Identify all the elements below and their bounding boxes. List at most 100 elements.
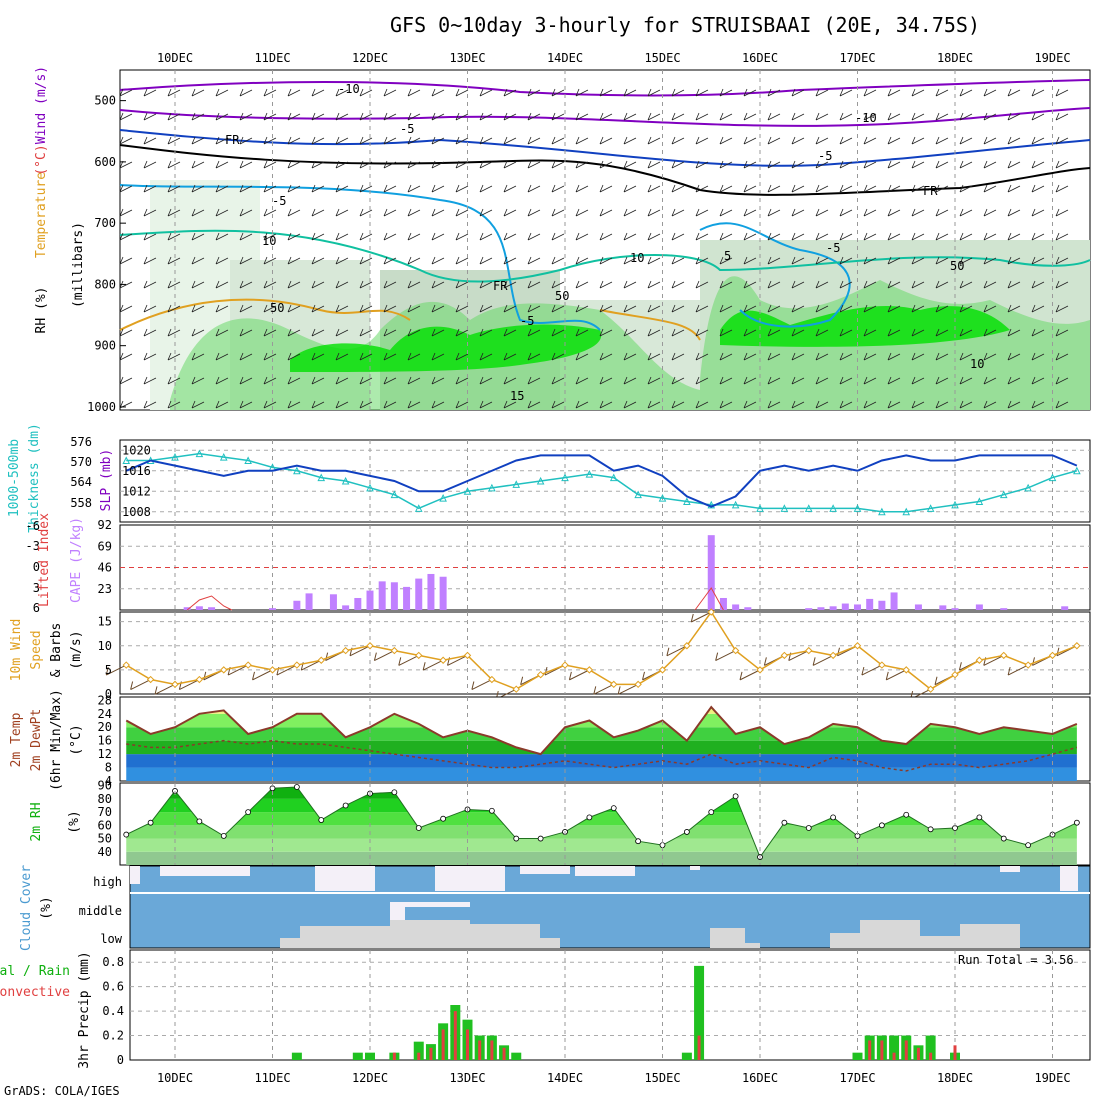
wind-barb xyxy=(335,136,349,145)
ylabel-2m-dewpt: 2m DewPt xyxy=(29,709,44,772)
wind-barb xyxy=(167,400,181,409)
temp-band-1 xyxy=(126,754,1077,768)
pressure-tick-1000: 1000 xyxy=(87,400,116,414)
wind-barb xyxy=(839,160,853,169)
wind-barb xyxy=(455,184,469,193)
wind-barb xyxy=(455,376,469,385)
temp-ylabels: 2m Temp 2m DewPt (6hr Min/Max) (°C) xyxy=(9,689,84,791)
wind-barb-10m xyxy=(373,650,395,662)
wind-barb xyxy=(263,352,277,361)
wind-barb xyxy=(623,112,637,121)
day-label-top-17DEC: 17DEC xyxy=(839,51,875,65)
wind-barb xyxy=(335,328,349,337)
wind-barb-10m xyxy=(739,669,761,681)
wind-barb xyxy=(1007,136,1021,145)
cape-tick-46: 46 xyxy=(98,561,112,575)
wind-barb xyxy=(311,352,325,361)
day-label-bottom-19DEC: 19DEC xyxy=(1034,1071,1070,1085)
wind-barb xyxy=(719,232,733,241)
contour-label-14: 50 xyxy=(950,259,964,273)
wind-barb xyxy=(1031,184,1045,193)
wind-barb xyxy=(551,256,565,265)
precip-convective-bar xyxy=(880,1040,884,1060)
wind-barb xyxy=(191,400,205,409)
wind-barb xyxy=(1007,112,1021,121)
wind-barb xyxy=(479,304,493,313)
wind-barb xyxy=(191,160,205,169)
wind-barb xyxy=(791,88,805,97)
wind-barb xyxy=(791,208,805,217)
rh-tick-70: 70 xyxy=(98,805,112,819)
wind-barb xyxy=(815,352,829,361)
wind-barb xyxy=(983,88,997,97)
cloud-levels: high middle low xyxy=(79,875,123,946)
thickness-point xyxy=(1073,466,1081,475)
cape-bar xyxy=(1000,608,1008,610)
freezing-level xyxy=(119,144,1091,196)
wind-barb xyxy=(407,400,421,409)
wind-tick-5: 5 xyxy=(105,663,112,677)
rh-point xyxy=(659,842,666,849)
isotherm-minus10 xyxy=(119,79,1091,97)
wind-barb xyxy=(527,160,541,169)
wind-barb xyxy=(767,280,781,289)
wind-barb xyxy=(839,304,853,313)
wind-barb xyxy=(263,184,277,193)
wind-barb xyxy=(791,232,805,241)
wind-barb xyxy=(647,256,661,265)
wind-barb xyxy=(743,88,757,97)
wind-barb xyxy=(695,352,709,361)
wind-barb xyxy=(623,400,637,409)
wind-barb xyxy=(359,280,373,289)
rh-point xyxy=(488,807,495,814)
wind-barb xyxy=(215,400,229,409)
wind-barb xyxy=(239,352,253,361)
wind-barb xyxy=(791,112,805,121)
thickness-point xyxy=(829,504,837,512)
wind-barb xyxy=(551,328,565,337)
wind-barb xyxy=(215,328,229,337)
wind-barb xyxy=(119,232,133,241)
low-cloud-4 xyxy=(540,938,560,948)
wind-barb xyxy=(887,328,901,337)
wind-barb xyxy=(263,88,277,97)
isotherm-minus10-b xyxy=(119,107,1091,127)
wind-speed-point xyxy=(561,661,569,669)
wind-barb xyxy=(767,232,781,241)
cape-bar xyxy=(403,586,411,610)
precip-total-bar xyxy=(291,1052,302,1060)
wind-barb xyxy=(359,112,373,121)
wind-barb xyxy=(863,304,877,313)
wind-barb xyxy=(599,376,613,385)
ylabel-lifted-index: Lifted Index xyxy=(37,513,52,607)
wind-barb xyxy=(1007,304,1021,313)
wind-speed-point xyxy=(220,666,228,674)
wind-barb xyxy=(455,352,469,361)
wind-barb xyxy=(287,184,301,193)
wind-tick-15: 15 xyxy=(98,615,112,629)
footer-credit: GrADS: COLA/IGES xyxy=(4,1084,120,1098)
wind-barb xyxy=(743,400,757,409)
wind-speed-point xyxy=(634,680,642,689)
wind-barb xyxy=(743,232,757,241)
high-cloud-7 xyxy=(1000,866,1020,872)
wind-barb xyxy=(527,376,541,385)
wind-barb xyxy=(719,400,733,409)
upper-grid xyxy=(174,70,1053,410)
wind-barb xyxy=(671,208,685,217)
wind-barb xyxy=(551,280,565,289)
wind-barb xyxy=(647,376,661,385)
low-cloud-3 xyxy=(470,924,540,948)
cape-bar xyxy=(269,608,276,610)
wind-barb xyxy=(455,208,469,217)
top-day-labels: 10DEC 11DEC 12DEC 13DEC 14DEC 15DEC 16DEC 17DEC… xyxy=(157,51,1071,65)
isotherm-0-b xyxy=(699,222,851,328)
thickness-point xyxy=(926,504,935,512)
ylabel-wind-units: (m/s) xyxy=(69,630,84,669)
wind-barb xyxy=(599,400,613,409)
rh-point xyxy=(415,825,422,831)
slp-tick-1016: 1016 xyxy=(122,464,151,478)
wind-barb xyxy=(383,112,397,121)
rh-point xyxy=(1073,819,1080,826)
